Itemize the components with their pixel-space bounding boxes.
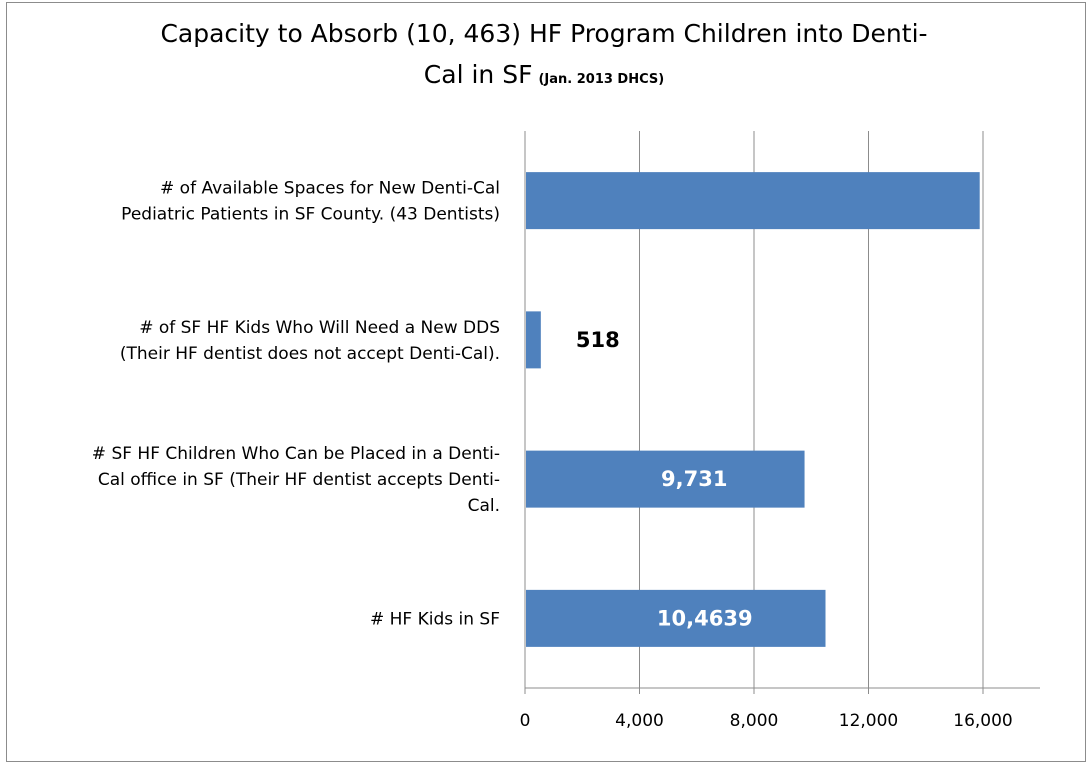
data-label: 10,4639	[657, 606, 753, 630]
chart-title-line-2: Cal in SF (Jan. 2013 DHCS)	[0, 54, 1088, 101]
y-category-label-line: # SF HF Children Who Can be Placed in a …	[92, 444, 500, 464]
chart-title-line-1: Capacity to Absorb (10, 463) HF Program …	[160, 19, 928, 48]
y-category-label: # of Available Spaces for New Denti-Cal P…	[121, 179, 500, 225]
chart-subtitle: (Jan. 2013 DHCS)	[538, 72, 665, 87]
bar	[526, 311, 541, 369]
y-category-label-line: Cal.	[468, 496, 500, 516]
y-category-label-line: Cal office in SF (Their HF dentist accep…	[98, 470, 500, 490]
bar	[526, 172, 980, 230]
x-tick-label: 4,000	[615, 711, 664, 731]
bar	[526, 589, 826, 647]
chart-title: Capacity to Absorb (10, 463) HF Program …	[0, 14, 1088, 101]
y-category-label: # of SF HF Kids Who Will Need a New DDS (…	[120, 318, 500, 364]
x-tick-label: 12,000	[839, 711, 898, 731]
x-tick-label: 16,000	[953, 711, 1012, 731]
bar	[526, 450, 805, 508]
x-tick-label: 0	[520, 711, 531, 731]
y-category-label-line: Pediatric Patients in SF County. (43 Den…	[121, 205, 500, 225]
bar-chart-plot: 0 4,000 8,000 12,000 16,000 # of Available Sp…	[92, 131, 1040, 731]
chart-title-line-2-main: Cal in SF	[423, 60, 533, 89]
data-label: 9,731	[661, 467, 727, 491]
y-category-label-line: # of Available Spaces for New Denti-Cal	[160, 179, 500, 199]
y-category-label-line: (Their HF dentist does not accept Denti-…	[120, 344, 500, 364]
data-label: 518	[576, 328, 620, 352]
y-category-label: # SF HF Children Who Can be Placed in a …	[92, 444, 500, 516]
x-tick-label: 8,000	[730, 711, 779, 731]
y-category-label-line: # of SF HF Kids Who Will Need a New DDS	[139, 318, 500, 338]
y-category-label: # HF Kids in SF	[370, 609, 500, 629]
y-category-label-line: # HF Kids in SF	[370, 609, 500, 629]
